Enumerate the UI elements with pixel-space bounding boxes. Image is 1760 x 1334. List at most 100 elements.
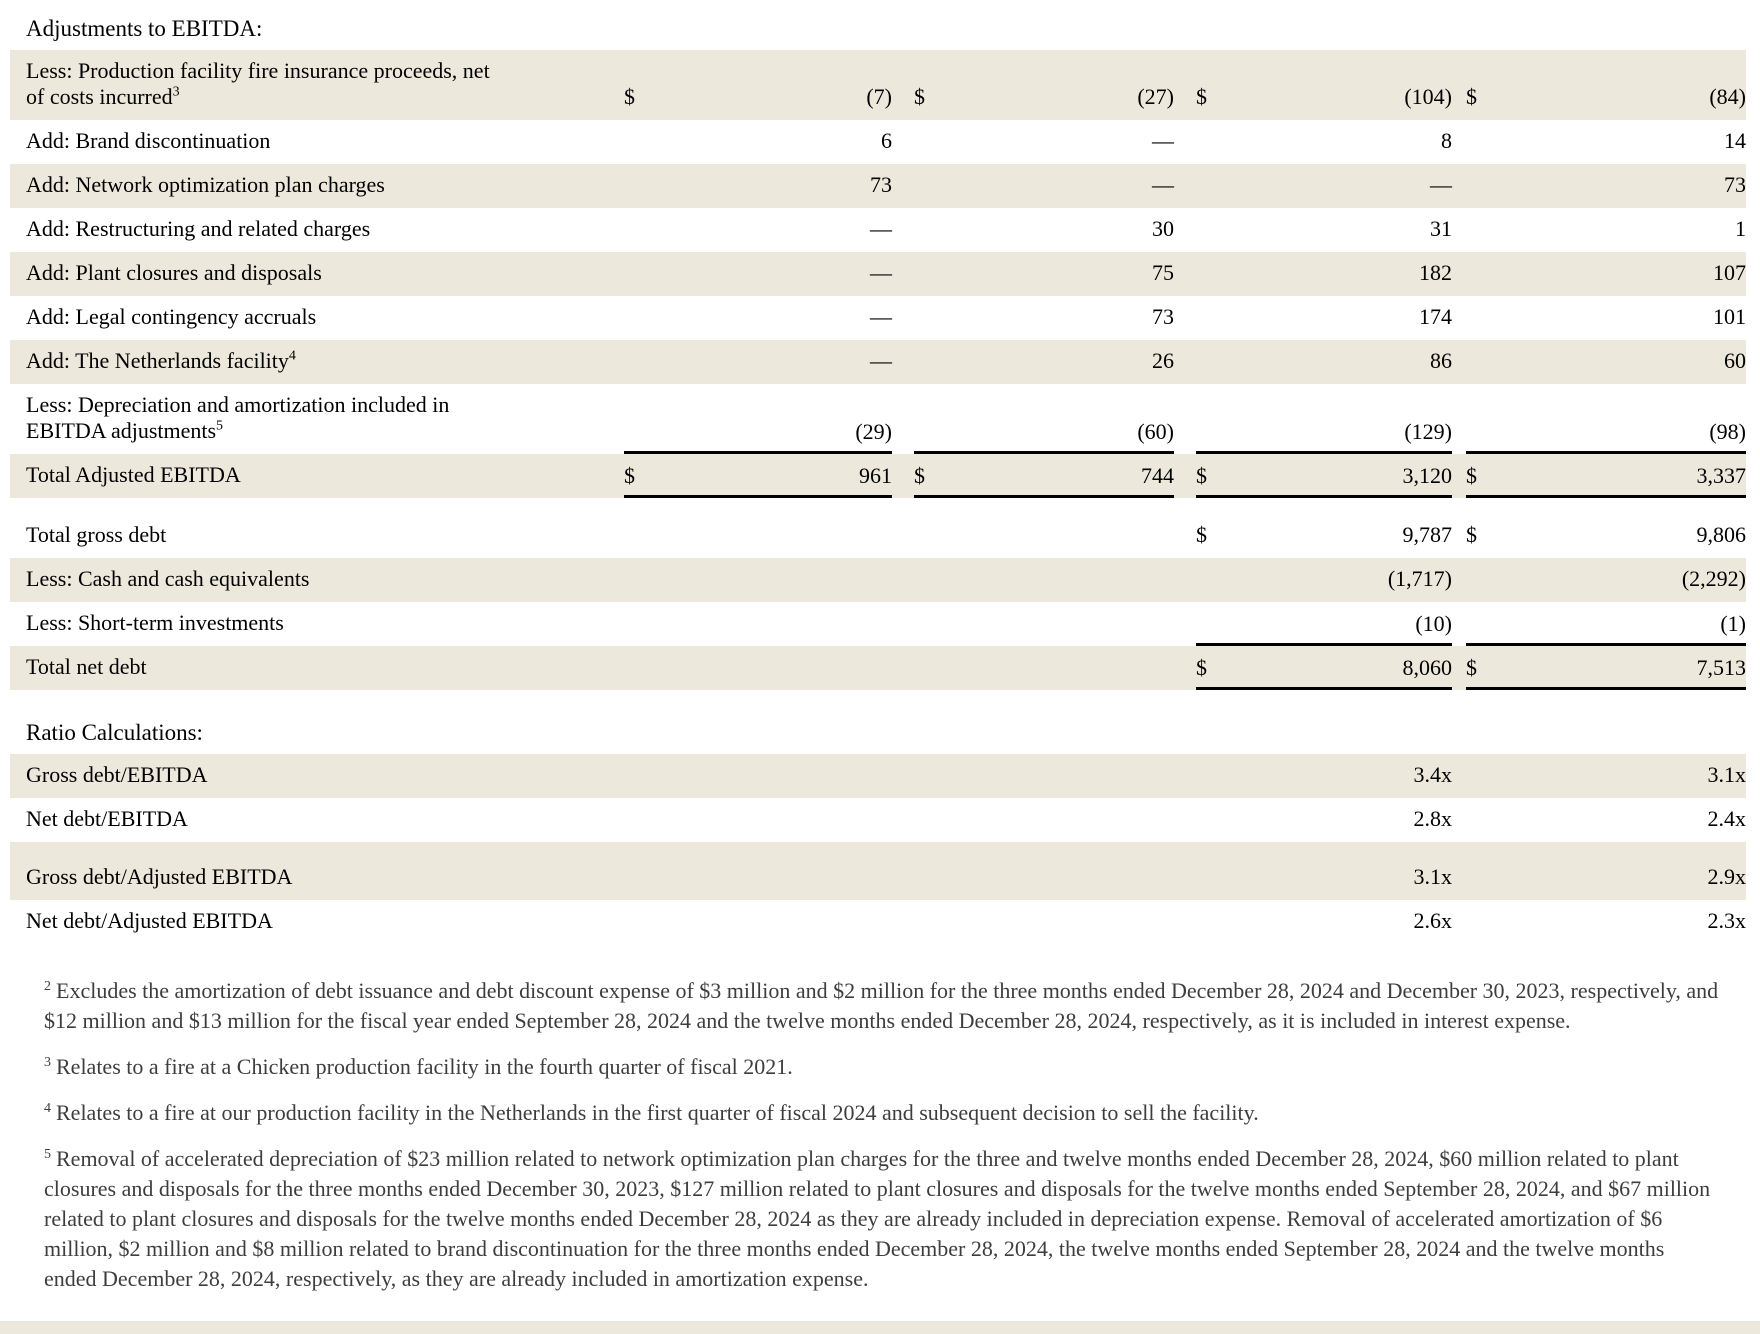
- table-row: Add: Brand discontinuation 6 — 8 14: [10, 120, 1746, 164]
- row-label-cell: Less: Production facility fire insurance…: [10, 50, 610, 120]
- amount-cell-col4: 2.3x: [1466, 900, 1747, 944]
- footnote: 2 Excludes the amortization of debt issua…: [44, 976, 1720, 1036]
- amount-cell-col4: 2.4x: [1466, 798, 1747, 842]
- amount-value: 9,787: [1402, 522, 1453, 547]
- currency-symbol: $: [624, 463, 635, 488]
- amount-value: —: [870, 348, 892, 373]
- amount-cell-col4: (1): [1466, 602, 1746, 646]
- amount-value: 2.9x: [1707, 864, 1747, 889]
- amount-value: 2.6x: [1413, 908, 1453, 933]
- amount-value: 3.1x: [1413, 864, 1453, 889]
- amount-cell-col3: 31: [1196, 208, 1452, 252]
- amount-cell-col1: [624, 900, 892, 944]
- amount-value: 26: [1152, 348, 1174, 373]
- row-label-cell: Less: Cash and cash equivalents: [10, 558, 610, 602]
- amount-value: 86: [1430, 348, 1452, 373]
- amount-value: (7): [866, 84, 892, 109]
- amount-value: 3,337: [1696, 463, 1747, 488]
- table-row: Gross debt/EBITDA 3.4x 3.1x: [10, 754, 1746, 798]
- row-label-cell: Add: Brand discontinuation: [10, 120, 610, 164]
- currency-symbol: $: [914, 463, 925, 488]
- amount-cell-col1: 73: [624, 164, 892, 208]
- amount-value: 6: [881, 128, 892, 153]
- row-label: Total net debt: [26, 654, 147, 679]
- amount-value: —: [870, 216, 892, 241]
- footnote-reference-sup: 5: [216, 418, 224, 434]
- amount-value: 75: [1152, 260, 1174, 285]
- footnote: 3 Relates to a fire at a Chicken producti…: [44, 1052, 1720, 1082]
- amount-value: —: [1430, 172, 1452, 197]
- row-label-cell: Add: Plant closures and disposals: [10, 252, 610, 296]
- amount-cell-col1: —: [624, 208, 892, 252]
- ratio-section-title: Ratio Calculations:: [26, 720, 203, 745]
- amount-cell-col2: [914, 798, 1174, 842]
- amount-cell-col1: $ (7): [624, 50, 892, 120]
- amount-value: —: [870, 304, 892, 329]
- amount-cell-col1: [624, 514, 892, 558]
- amount-cell-col4: 14: [1466, 120, 1746, 164]
- amount-value: 174: [1419, 304, 1452, 329]
- amount-value: 8: [1441, 128, 1452, 153]
- amount-cell-col4: (98): [1466, 384, 1746, 454]
- row-label-cell: Add: The Netherlands facility4: [10, 340, 610, 384]
- table-row: Less: Depreciation and amortization incl…: [10, 384, 1746, 454]
- footnote-marker: 5: [44, 1146, 51, 1162]
- amount-value: 3.4x: [1413, 762, 1453, 787]
- amount-cell-col2: [914, 646, 1174, 690]
- row-label: Add: Network optimization plan charges: [26, 172, 385, 197]
- amount-cell-col1: (29): [624, 384, 892, 454]
- amount-value: 31: [1430, 216, 1452, 241]
- amount-value: (29): [855, 419, 892, 444]
- row-label: Less: Depreciation and amortization incl…: [26, 392, 450, 443]
- amount-value: —: [1152, 172, 1174, 197]
- amount-cell-col1: —: [624, 296, 892, 340]
- amount-cell-col4: $ (84): [1466, 50, 1746, 120]
- amount-value: (10): [1415, 611, 1452, 636]
- amount-cell-col4: 1: [1466, 208, 1746, 252]
- amount-value: 73: [1724, 172, 1746, 197]
- amount-cell-col2: (60): [914, 384, 1174, 454]
- amount-cell-col3: $8,060: [1196, 646, 1452, 690]
- row-label-cell: Gross debt/EBITDA: [10, 754, 610, 798]
- table-row: Add: Restructuring and related charges —…: [10, 208, 1746, 252]
- row-label-cell: Less: Depreciation and amortization incl…: [10, 384, 610, 454]
- table-row: Add: Plant closures and disposals — 75 1…: [10, 252, 1746, 296]
- amount-cell-col4: 60: [1466, 340, 1746, 384]
- amount-value: 182: [1419, 260, 1452, 285]
- amount-cell-col2: $744: [914, 454, 1174, 498]
- amount-cell-col3: 2.6x: [1196, 900, 1453, 944]
- debt-table: Total gross debt $9,787 $9,806 Less: Cas…: [10, 514, 1760, 690]
- amount-value: 3.1x: [1707, 762, 1747, 787]
- table-row: Net debt/Adjusted EBITDA 2.6x 2.3x: [10, 900, 1746, 944]
- currency-symbol: $: [624, 84, 635, 109]
- footnotes: 2 Excludes the amortization of debt issua…: [44, 976, 1720, 1294]
- table-row: Total net debt $8,060 $7,513: [10, 646, 1746, 690]
- amount-cell-col1: [624, 646, 892, 690]
- adjustments-to-ebitda-table: Less: Production facility fire insurance…: [10, 50, 1760, 498]
- row-label: Net debt/Adjusted EBITDA: [26, 908, 273, 933]
- amount-cell-col2: 30: [914, 208, 1174, 252]
- amount-cell-col2: —: [914, 164, 1174, 208]
- currency-symbol: $: [1196, 655, 1207, 680]
- amount-cell-col4: $3,337: [1466, 454, 1746, 498]
- amount-value: 9,806: [1696, 522, 1747, 547]
- amount-value: (2,292): [1681, 566, 1746, 591]
- footnote-marker: 2: [44, 978, 51, 994]
- row-label: Gross debt/EBITDA: [26, 762, 208, 787]
- currency-symbol: $: [1466, 522, 1477, 547]
- row-label: Add: Plant closures and disposals: [26, 260, 322, 285]
- footnote-marker: 3: [44, 1054, 51, 1070]
- amount-value: 961: [859, 463, 892, 488]
- row-label-cell: Total Adjusted EBITDA: [10, 454, 610, 498]
- amount-cell-col4: 73: [1466, 164, 1746, 208]
- amount-value: (84): [1709, 84, 1746, 109]
- row-label-cell: Total gross debt: [10, 514, 610, 558]
- row-label: Add: Legal contingency accruals: [26, 304, 317, 329]
- amount-cell-col3: 8: [1196, 120, 1452, 164]
- amount-cell-col3: 182: [1196, 252, 1452, 296]
- amount-cell-col1: [624, 798, 892, 842]
- next-row-strip: [0, 1321, 1760, 1334]
- amount-value: 8,060: [1402, 655, 1453, 680]
- amount-value: —: [1152, 128, 1174, 153]
- amount-cell-col1: [624, 856, 892, 900]
